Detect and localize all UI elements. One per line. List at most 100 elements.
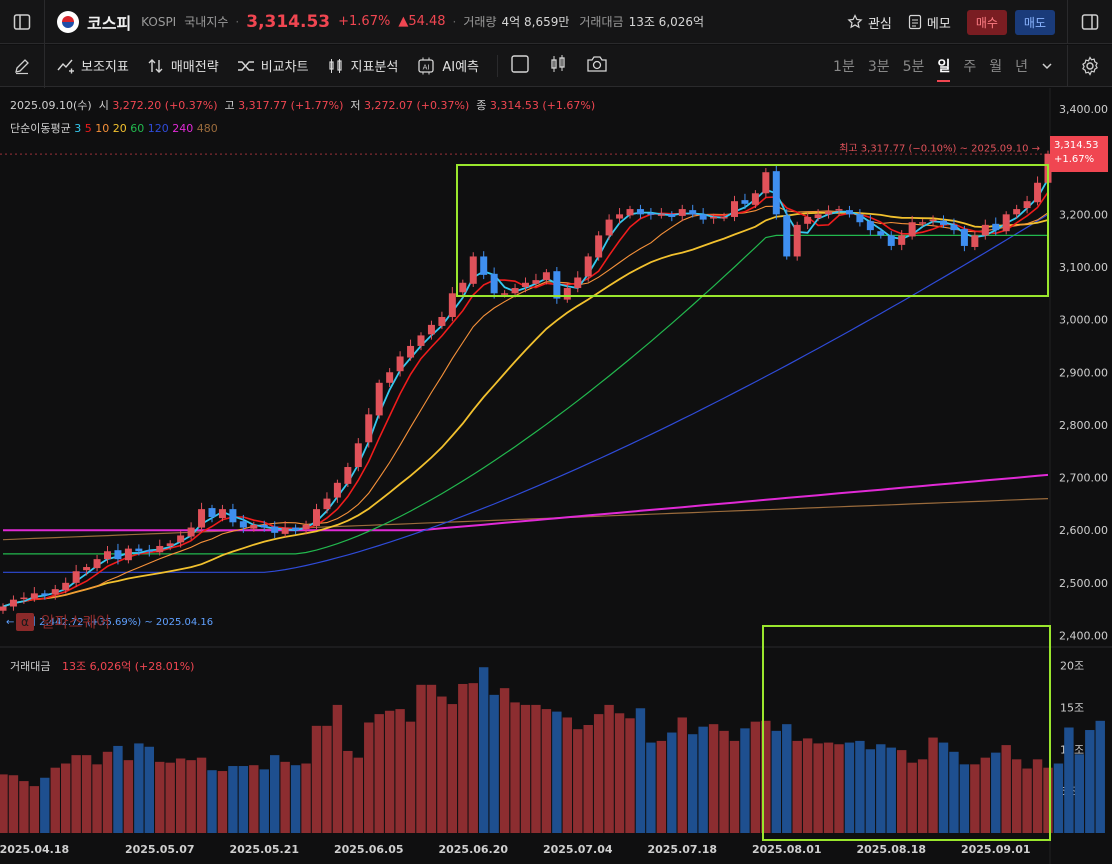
volume-bar <box>531 704 541 833</box>
market-type: 국내지수 <box>184 15 229 29</box>
volume-bar <box>583 725 593 833</box>
settings-gear-icon[interactable] <box>1068 45 1112 87</box>
candle-body <box>0 606 7 611</box>
volume-panel-value: 13조 6,026억 (+28.01%) <box>61 660 195 673</box>
candle-body <box>919 222 927 224</box>
candle-body <box>9 599 17 607</box>
separator-dot: · <box>235 14 240 29</box>
watchlist-label: 관심 <box>867 16 892 32</box>
ma-period-60: 60 <box>130 122 145 135</box>
candle-body <box>793 224 801 257</box>
close-label: 종 <box>476 99 487 112</box>
candle-body <box>574 277 582 289</box>
candle-body <box>386 372 394 383</box>
tool-compare-label: 비교차트 <box>260 60 309 75</box>
square-chart-icon[interactable] <box>510 54 530 78</box>
volume-bar <box>520 704 531 833</box>
buy-button[interactable]: 매수 <box>966 9 1007 35</box>
candle-body <box>563 288 571 300</box>
divider <box>497 54 499 77</box>
candle-body <box>1034 182 1042 203</box>
candle-body <box>950 224 958 231</box>
camera-icon[interactable] <box>586 54 608 78</box>
memo-button[interactable]: 메모 <box>908 13 951 32</box>
tool-analysis[interactable]: 지표분석 <box>327 56 399 75</box>
period-week[interactable]: 주 <box>963 59 977 75</box>
max-annotation: 최고 3,317.77 (−0.10%) ~ 2025.09.10 → <box>839 142 1040 154</box>
compare-icon <box>237 60 254 71</box>
y-tick-label: 3,200.00 <box>1059 208 1108 221</box>
candle-body <box>344 467 352 484</box>
y-tick-label: 2,600.00 <box>1059 524 1108 537</box>
volume-bar <box>71 755 81 833</box>
volume-bar <box>1043 767 1053 833</box>
low-value: 3,272.07 (+0.37%) <box>364 99 470 112</box>
candle-body <box>271 526 279 533</box>
tool-indicators[interactable]: 보조지표 <box>57 56 129 75</box>
tool-strategy[interactable]: 매매전략 <box>147 56 219 75</box>
ma-legend[interactable]: 단순이동평균 3 5 10 20 60 120 240 480 <box>10 120 218 136</box>
volume-bar <box>1095 720 1105 833</box>
volume-bar <box>249 765 259 833</box>
sidebar-toggle-icon[interactable] <box>0 0 44 44</box>
y-tick-label: 2,700.00 <box>1059 472 1108 485</box>
volume-bar <box>625 718 635 833</box>
volume-bar <box>844 742 855 833</box>
volume-bar <box>1085 730 1095 833</box>
candle-body <box>835 209 843 211</box>
volume-bar <box>416 684 426 833</box>
period-year[interactable]: 년 <box>1015 59 1028 75</box>
price-chart[interactable]: 3,400.003,300.003,200.003,100.003,000.00… <box>0 88 1112 864</box>
volume-bar <box>876 744 886 833</box>
chevron-down-icon[interactable] <box>1041 57 1053 76</box>
candle-body <box>260 524 268 528</box>
volume-bar <box>834 744 844 833</box>
period-day[interactable]: 일 <box>937 56 951 82</box>
sell-button[interactable]: 매도 <box>1014 9 1055 35</box>
ma-period-20: 20 <box>112 122 127 135</box>
volume-bar <box>92 764 102 833</box>
period-5min[interactable]: 5분 <box>902 59 925 75</box>
open-value: 3,272.20 (+0.37%) <box>112 99 218 112</box>
tool-ai-forecast[interactable]: AI AI예측 <box>416 56 479 75</box>
price-tag-value: 3,314.53 <box>1054 140 1099 151</box>
tool-analysis-label: 지표분석 <box>350 60 399 75</box>
watchlist-button[interactable]: 관심 <box>847 13 892 32</box>
volume-bar <box>322 725 332 833</box>
candle-body <box>198 509 206 528</box>
candle-body <box>751 193 759 205</box>
drawing-pen-icon[interactable] <box>0 44 44 88</box>
volume-bar <box>1053 763 1064 833</box>
volume-bar <box>1064 727 1074 833</box>
period-month[interactable]: 월 <box>989 59 1003 75</box>
candle-body <box>960 229 968 246</box>
volume-bar <box>667 732 677 833</box>
volume-bar <box>8 775 19 833</box>
volume-bar <box>510 702 520 833</box>
period-1min[interactable]: 1분 <box>833 59 855 75</box>
candlestick-icon[interactable] <box>548 54 568 78</box>
period-3min[interactable]: 3분 <box>867 59 890 75</box>
candle-body <box>1013 209 1021 215</box>
volume-bar <box>541 709 552 833</box>
price-tag-pct: +1.67% <box>1054 154 1095 165</box>
volume-bar <box>113 745 123 833</box>
current-price: 3,314.53 <box>246 11 331 32</box>
candle-body <box>323 498 331 510</box>
tool-compare[interactable]: 비교차트 <box>237 56 309 75</box>
svg-text:AI: AI <box>423 63 430 71</box>
candle-body <box>678 209 686 216</box>
candle-body <box>1002 214 1010 232</box>
candle-body <box>490 273 498 294</box>
volume-bar <box>186 760 196 833</box>
y-tick-label: 3,400.00 <box>1059 103 1108 116</box>
candle-body <box>177 535 185 543</box>
candle-body <box>877 231 885 236</box>
volume-bar <box>40 777 50 833</box>
volume-bar <box>270 755 280 833</box>
candle-body <box>616 214 624 219</box>
candle-body <box>511 288 519 294</box>
panel-toggle-icon[interactable] <box>1068 0 1112 44</box>
high-label: 고 <box>224 99 235 112</box>
volume-bar <box>1011 759 1022 833</box>
